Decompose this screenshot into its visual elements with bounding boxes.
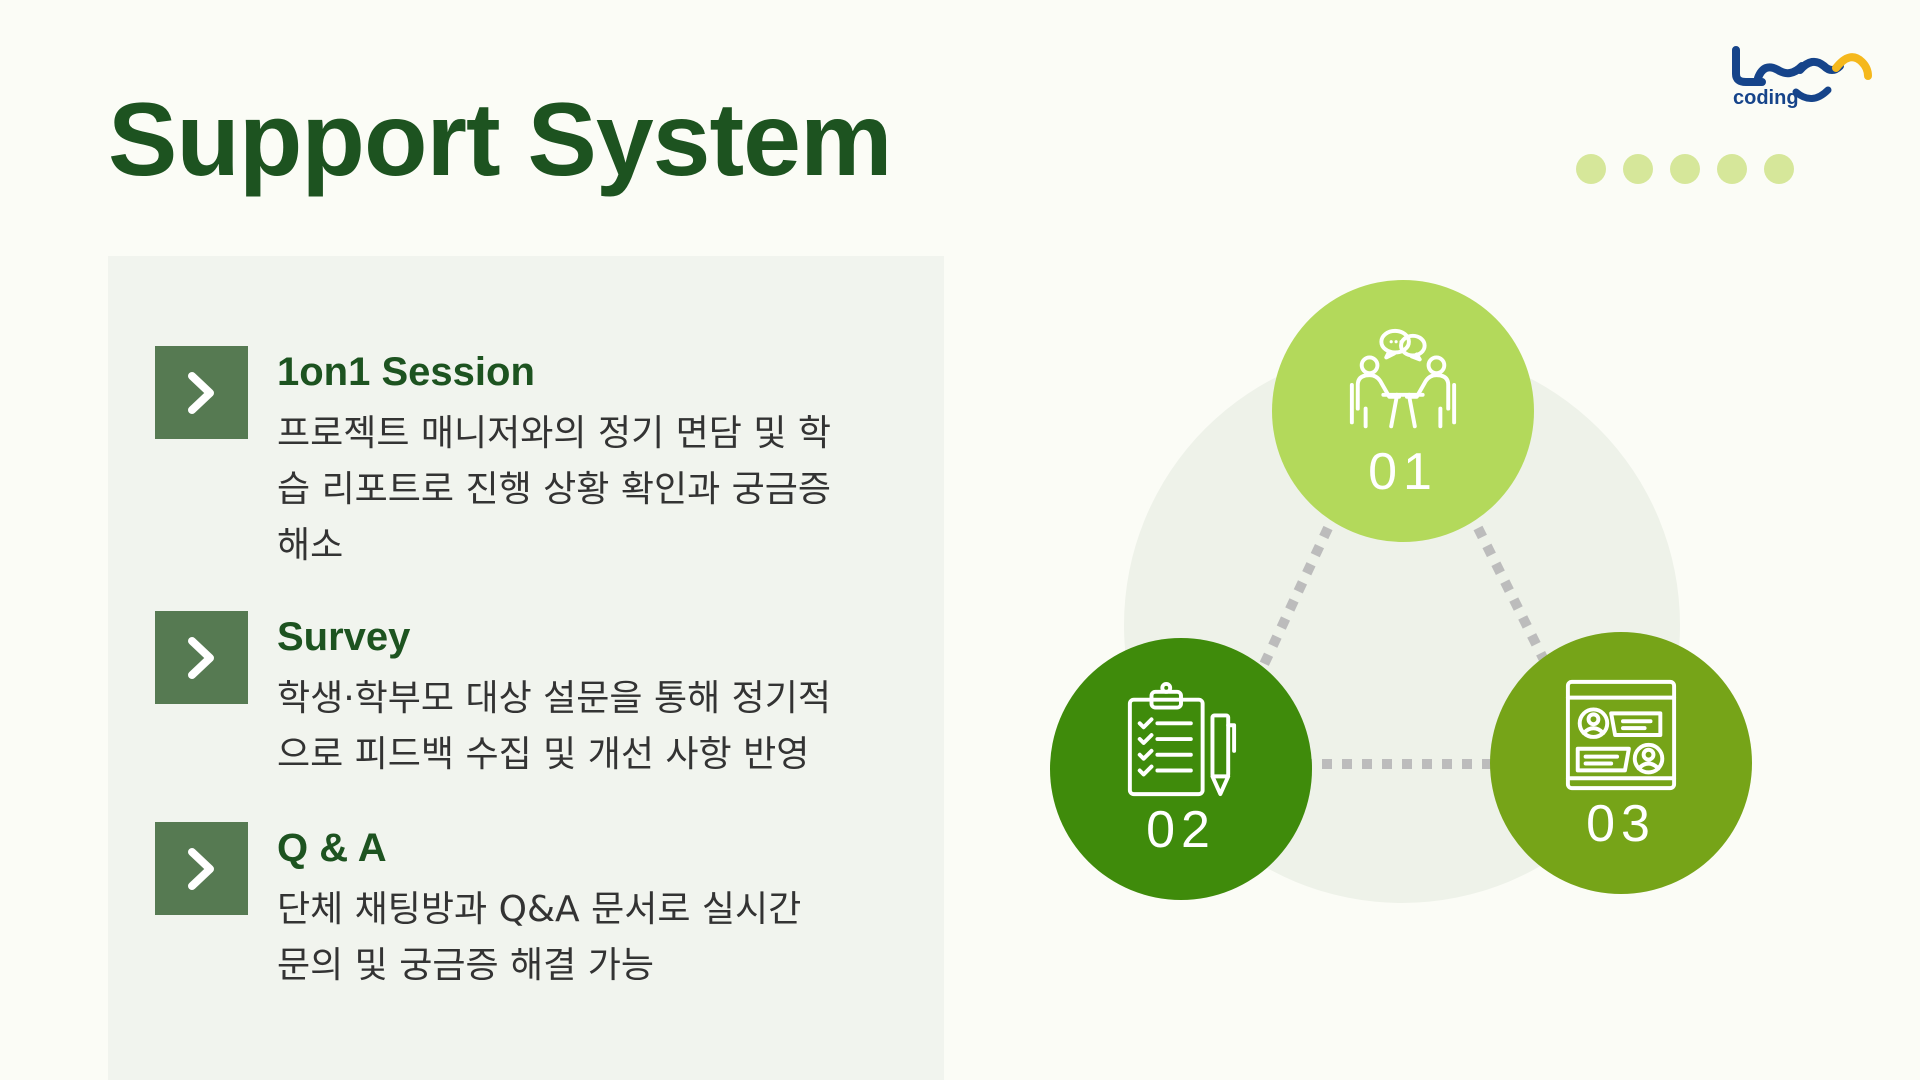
logo-icon <box>1732 46 1872 102</box>
logo-text: coding <box>1733 87 1799 109</box>
node-number: 02 <box>1146 801 1216 859</box>
decorative-dots <box>1576 154 1794 184</box>
checklist-icon <box>1127 682 1237 797</box>
node-03: 03 <box>1490 632 1752 894</box>
chevron-right-icon <box>155 346 248 439</box>
item-description: 학생·학부모 대상 설문을 통해 정기적 으로 피드백 수집 및 개선 사항 반… <box>277 678 832 775</box>
dot <box>1576 154 1606 184</box>
chevron-right-icon <box>155 611 248 704</box>
item-description: 단체 채팅방과 Q&A 문서로 실시간 문의 및 궁금증 해결 가능 <box>277 889 802 986</box>
item-description: 프로젝트 매니저와의 정기 면담 및 학 습 리포트로 진행 상황 확인과 궁금… <box>277 413 832 566</box>
dot <box>1764 154 1794 184</box>
node-02: 02 <box>1050 638 1312 900</box>
item-title: Survey <box>277 615 411 659</box>
page-title: Support System <box>108 82 892 198</box>
support-cycle-diagram: 01 02 <box>1040 270 1780 930</box>
dot <box>1670 154 1700 184</box>
support-list-panel: 1on1 Session 프로젝트 매니저와의 정기 면담 및 학 습 리포트로… <box>108 256 944 1080</box>
feedback-board-icon <box>1565 679 1677 791</box>
node-01: 01 <box>1272 280 1534 542</box>
item-title: 1on1 Session <box>277 350 535 394</box>
dot <box>1717 154 1747 184</box>
chevron-right-icon <box>155 822 248 915</box>
item-title: Q & A <box>277 826 387 870</box>
meeting-icon <box>1349 328 1457 429</box>
node-number: 03 <box>1586 795 1656 853</box>
node-number: 01 <box>1368 443 1438 501</box>
dot <box>1623 154 1653 184</box>
